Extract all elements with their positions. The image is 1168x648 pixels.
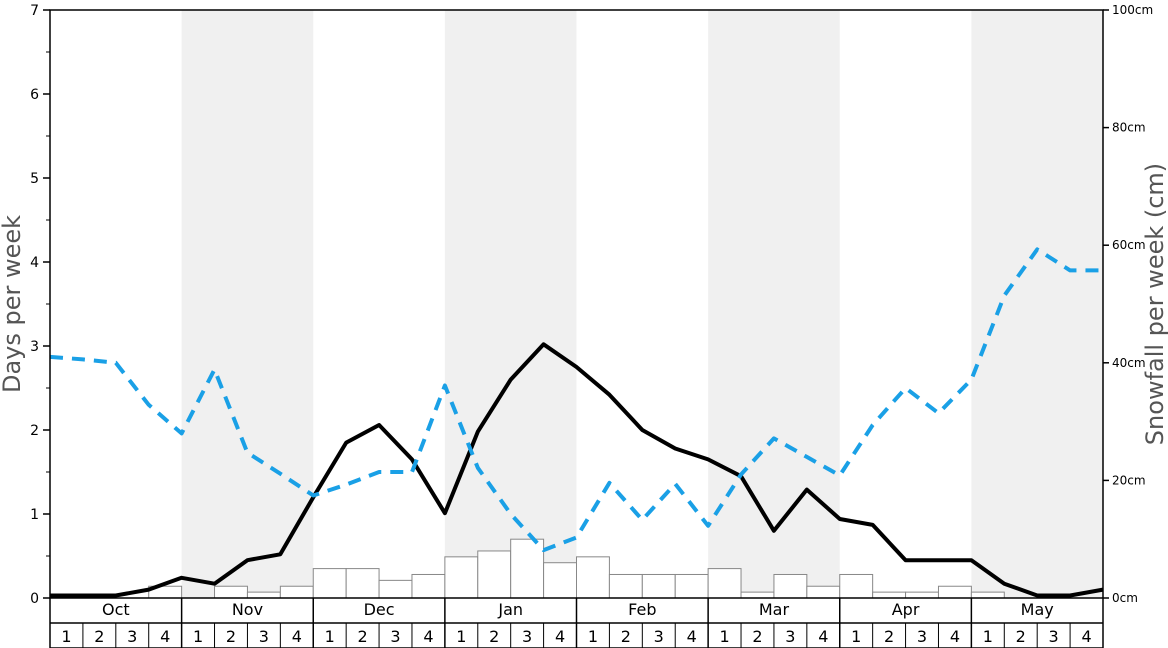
week-label: 3 [390, 627, 400, 646]
snowfall-bar [411, 573, 446, 599]
left-tick-label: 0 [30, 591, 39, 607]
week-label: 3 [1049, 627, 1059, 646]
month-band-mar [708, 10, 840, 598]
week-label: 4 [292, 627, 302, 646]
left-tick-label: 2 [30, 423, 39, 439]
week-label: 4 [818, 627, 828, 646]
left-tick-label: 5 [30, 171, 39, 187]
dashed-series-line [49, 247, 1103, 553]
snowfall-bar [345, 568, 380, 599]
week-label: 1 [588, 627, 598, 646]
snowfall-bar [543, 562, 577, 599]
month-label: Oct [102, 600, 130, 619]
week-label: 3 [522, 627, 532, 646]
week-label: 1 [851, 627, 861, 646]
week-label: 2 [1016, 627, 1026, 646]
series-lines [49, 247, 1104, 598]
right-tick-label: 80cm [1112, 121, 1146, 135]
right-tick-label: 100cm [1112, 3, 1153, 17]
snowfall-bar [674, 573, 709, 599]
week-label: 1 [193, 627, 203, 646]
time-axis: Oct 1 2 3 4 Nov 1 2 3 4 Dec 1 2 3 4 Jan 1 2 3 4 Feb 1 2 3 4 Mar 1 2… [49, 598, 1104, 648]
month-label: Jan [497, 600, 523, 619]
week-label: 2 [884, 627, 894, 646]
month-band-may [971, 10, 1103, 598]
snowfall-bar [378, 579, 413, 599]
snowfall-bar [937, 585, 972, 599]
snowfall-bar [510, 538, 545, 599]
week-label: 3 [785, 627, 795, 646]
y2-axis-title: Snowfall per week (cm) [1141, 163, 1168, 445]
snowfall-bar [707, 568, 742, 599]
right-tick-label: 40cm [1112, 356, 1146, 370]
week-label: 2 [621, 627, 631, 646]
snowfall-bar [246, 591, 281, 599]
month-label: Feb [628, 600, 656, 619]
month-band-nov [181, 10, 314, 598]
snowfall-bars [148, 538, 1005, 599]
week-label: 4 [687, 627, 697, 646]
month-bands [181, 10, 1103, 598]
right-axis: 0cm 20cm 40cm 60cm 80cm 100cm [1103, 3, 1153, 605]
left-tick-label: 1 [30, 507, 39, 523]
month-label: Mar [759, 600, 790, 619]
y-axis-title: Days per week [0, 215, 26, 393]
week-label: 1 [456, 627, 466, 646]
snowfall-bar [641, 573, 676, 599]
week-label: 1 [719, 627, 729, 646]
week-label: 4 [423, 627, 433, 646]
right-tick-label: 0cm [1112, 591, 1138, 605]
solid-series-line [50, 342, 1104, 598]
snowfall-bar [477, 550, 512, 599]
month-label: Nov [232, 600, 263, 619]
week-label: 2 [752, 627, 762, 646]
week-label: 4 [555, 627, 565, 646]
left-axis: 0 1 2 3 4 5 6 7 [30, 3, 50, 607]
snowfall-bar [905, 591, 939, 599]
snowfall-bar [872, 591, 907, 599]
week-label: 3 [917, 627, 927, 646]
snowfall-bar [970, 591, 1005, 599]
left-tick-label: 4 [30, 255, 39, 271]
month-label: May [1021, 600, 1054, 619]
week-label: 3 [259, 627, 269, 646]
week-label: 4 [950, 627, 960, 646]
snowfall-bar [444, 556, 479, 599]
snowfall-bar [279, 585, 314, 599]
left-tick-label: 7 [30, 3, 39, 19]
snowfall-bar [576, 556, 610, 599]
week-label: 3 [654, 627, 664, 646]
week-label: 4 [160, 627, 170, 646]
snowfall-bar [312, 568, 347, 599]
month-band-jan [444, 10, 577, 598]
week-label: 4 [1081, 627, 1091, 646]
week-label: 2 [489, 627, 499, 646]
week-label: 1 [325, 627, 335, 646]
month-label: Dec [364, 600, 395, 619]
right-tick-label: 20cm [1112, 473, 1146, 487]
snowfall-bar [839, 573, 874, 599]
week-label: 3 [127, 627, 137, 646]
snowfall-bar [806, 585, 841, 599]
week-label: 1 [61, 627, 71, 646]
month-label: Apr [892, 600, 920, 619]
left-tick-label: 6 [30, 87, 39, 103]
snowfall-bar [740, 591, 775, 599]
snowfall-bar [214, 585, 248, 599]
week-label: 2 [94, 627, 104, 646]
snowfall-bar [773, 573, 808, 599]
week-label: 2 [358, 627, 368, 646]
snowfall-bar [608, 573, 643, 599]
right-tick-label: 60cm [1112, 238, 1146, 252]
week-label: 1 [983, 627, 993, 646]
left-tick-label: 3 [30, 339, 39, 355]
week-label: 2 [226, 627, 236, 646]
